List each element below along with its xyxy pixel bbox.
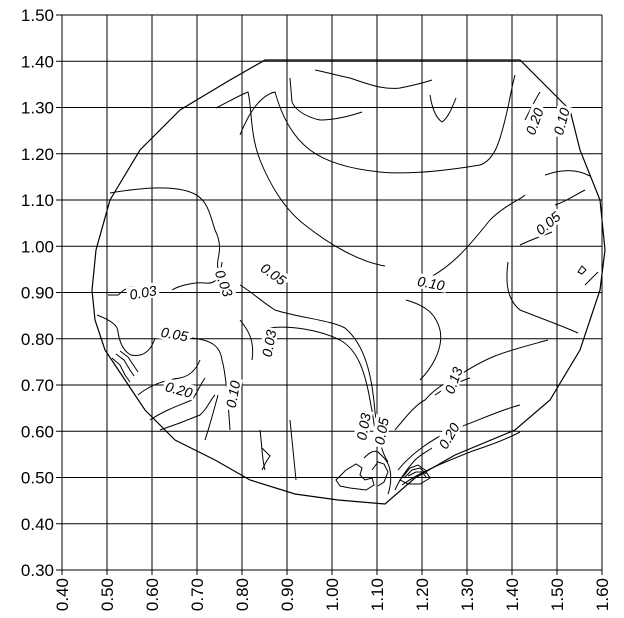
- y-tick-label: 0.30: [21, 561, 54, 580]
- contour-label-bg: [352, 409, 374, 444]
- x-tick-label: 0.70: [188, 578, 207, 611]
- contour-label-bg: [258, 326, 279, 361]
- contour-label: 0.03: [353, 412, 374, 442]
- y-tick-label: 0.70: [21, 376, 54, 395]
- x-tick-label: 0.60: [143, 578, 162, 611]
- x-tick-label: 1.30: [458, 578, 477, 611]
- y-tick-label: 1.50: [21, 6, 54, 25]
- contour-label: 0.03: [259, 328, 280, 358]
- x-tick-label: 1.20: [413, 578, 432, 611]
- y-tick-label: 1.10: [21, 191, 54, 210]
- y-tick-label: 0.80: [21, 330, 54, 349]
- contour-label-bg: [222, 377, 243, 412]
- contour-label-bg: [370, 414, 392, 449]
- contour-label-bg: [157, 323, 192, 344]
- x-tick-labels: 0.40 0.50 0.60 0.70 0.80 0.90 1.00 1.10 1.20 1.30…: [53, 578, 612, 611]
- x-tick-label: 0.40: [53, 578, 72, 611]
- y-tick-label: 1.40: [21, 52, 54, 71]
- y-tick-label: 0.40: [21, 515, 54, 534]
- x-tick-label: 0.50: [98, 578, 117, 611]
- contour-label-bg: [125, 281, 160, 303]
- contour-label-bg: [521, 103, 547, 139]
- contour-label: 0.20: [164, 378, 195, 401]
- contour-label-bg: [256, 258, 292, 289]
- contour-label: 0.05: [160, 324, 190, 345]
- contour-label-bg: [434, 418, 464, 454]
- x-tick-label: 0.80: [233, 578, 252, 611]
- y-tick-label: 0.90: [21, 284, 54, 303]
- wafer-boundary: [91, 59, 606, 505]
- x-tick-label: 1.60: [593, 578, 612, 611]
- contour-label: 0.10: [550, 106, 573, 137]
- contour-label-bg: [414, 272, 449, 293]
- x-tick-label: 1.10: [368, 578, 387, 611]
- contour-label: 0.05: [371, 416, 392, 446]
- contour-label: 0.03: [212, 268, 236, 299]
- contour-label: 0.10: [416, 273, 446, 294]
- x-tick-label: 1.00: [323, 578, 342, 611]
- contour-label-bg: [440, 362, 466, 398]
- contour-label: 0.20: [522, 106, 546, 137]
- y-tick-label: 1.30: [21, 99, 54, 118]
- contour-label: 0.10: [223, 379, 244, 409]
- y-tick-labels: 0.30 0.40 0.50 0.60 0.70 0.80 0.90 1.00 1.10 1.20…: [21, 6, 54, 580]
- contour-labels: 0.03 0.03 0.05 0.100.050.20 0.100.05 0.030.20…: [125, 103, 573, 454]
- x-tick-label: 0.90: [278, 578, 297, 611]
- contour-label-bg: [530, 206, 565, 239]
- contour-label-bg: [161, 377, 197, 401]
- y-tick-label: 0.60: [21, 422, 54, 441]
- contour-label: 0.03: [128, 282, 158, 303]
- x-tick-label: 1.40: [503, 578, 522, 611]
- x-tick-label: 1.50: [548, 578, 567, 611]
- contour-label-bg: [549, 103, 573, 139]
- contour-label: 0.13: [441, 365, 465, 396]
- y-tick-label: 1.20: [21, 145, 54, 164]
- y-tick-label: 0.50: [21, 469, 54, 488]
- contour-lines: [96, 69, 599, 495]
- y-tick-label: 1.00: [21, 237, 54, 256]
- contour-label-bg: [211, 265, 237, 301]
